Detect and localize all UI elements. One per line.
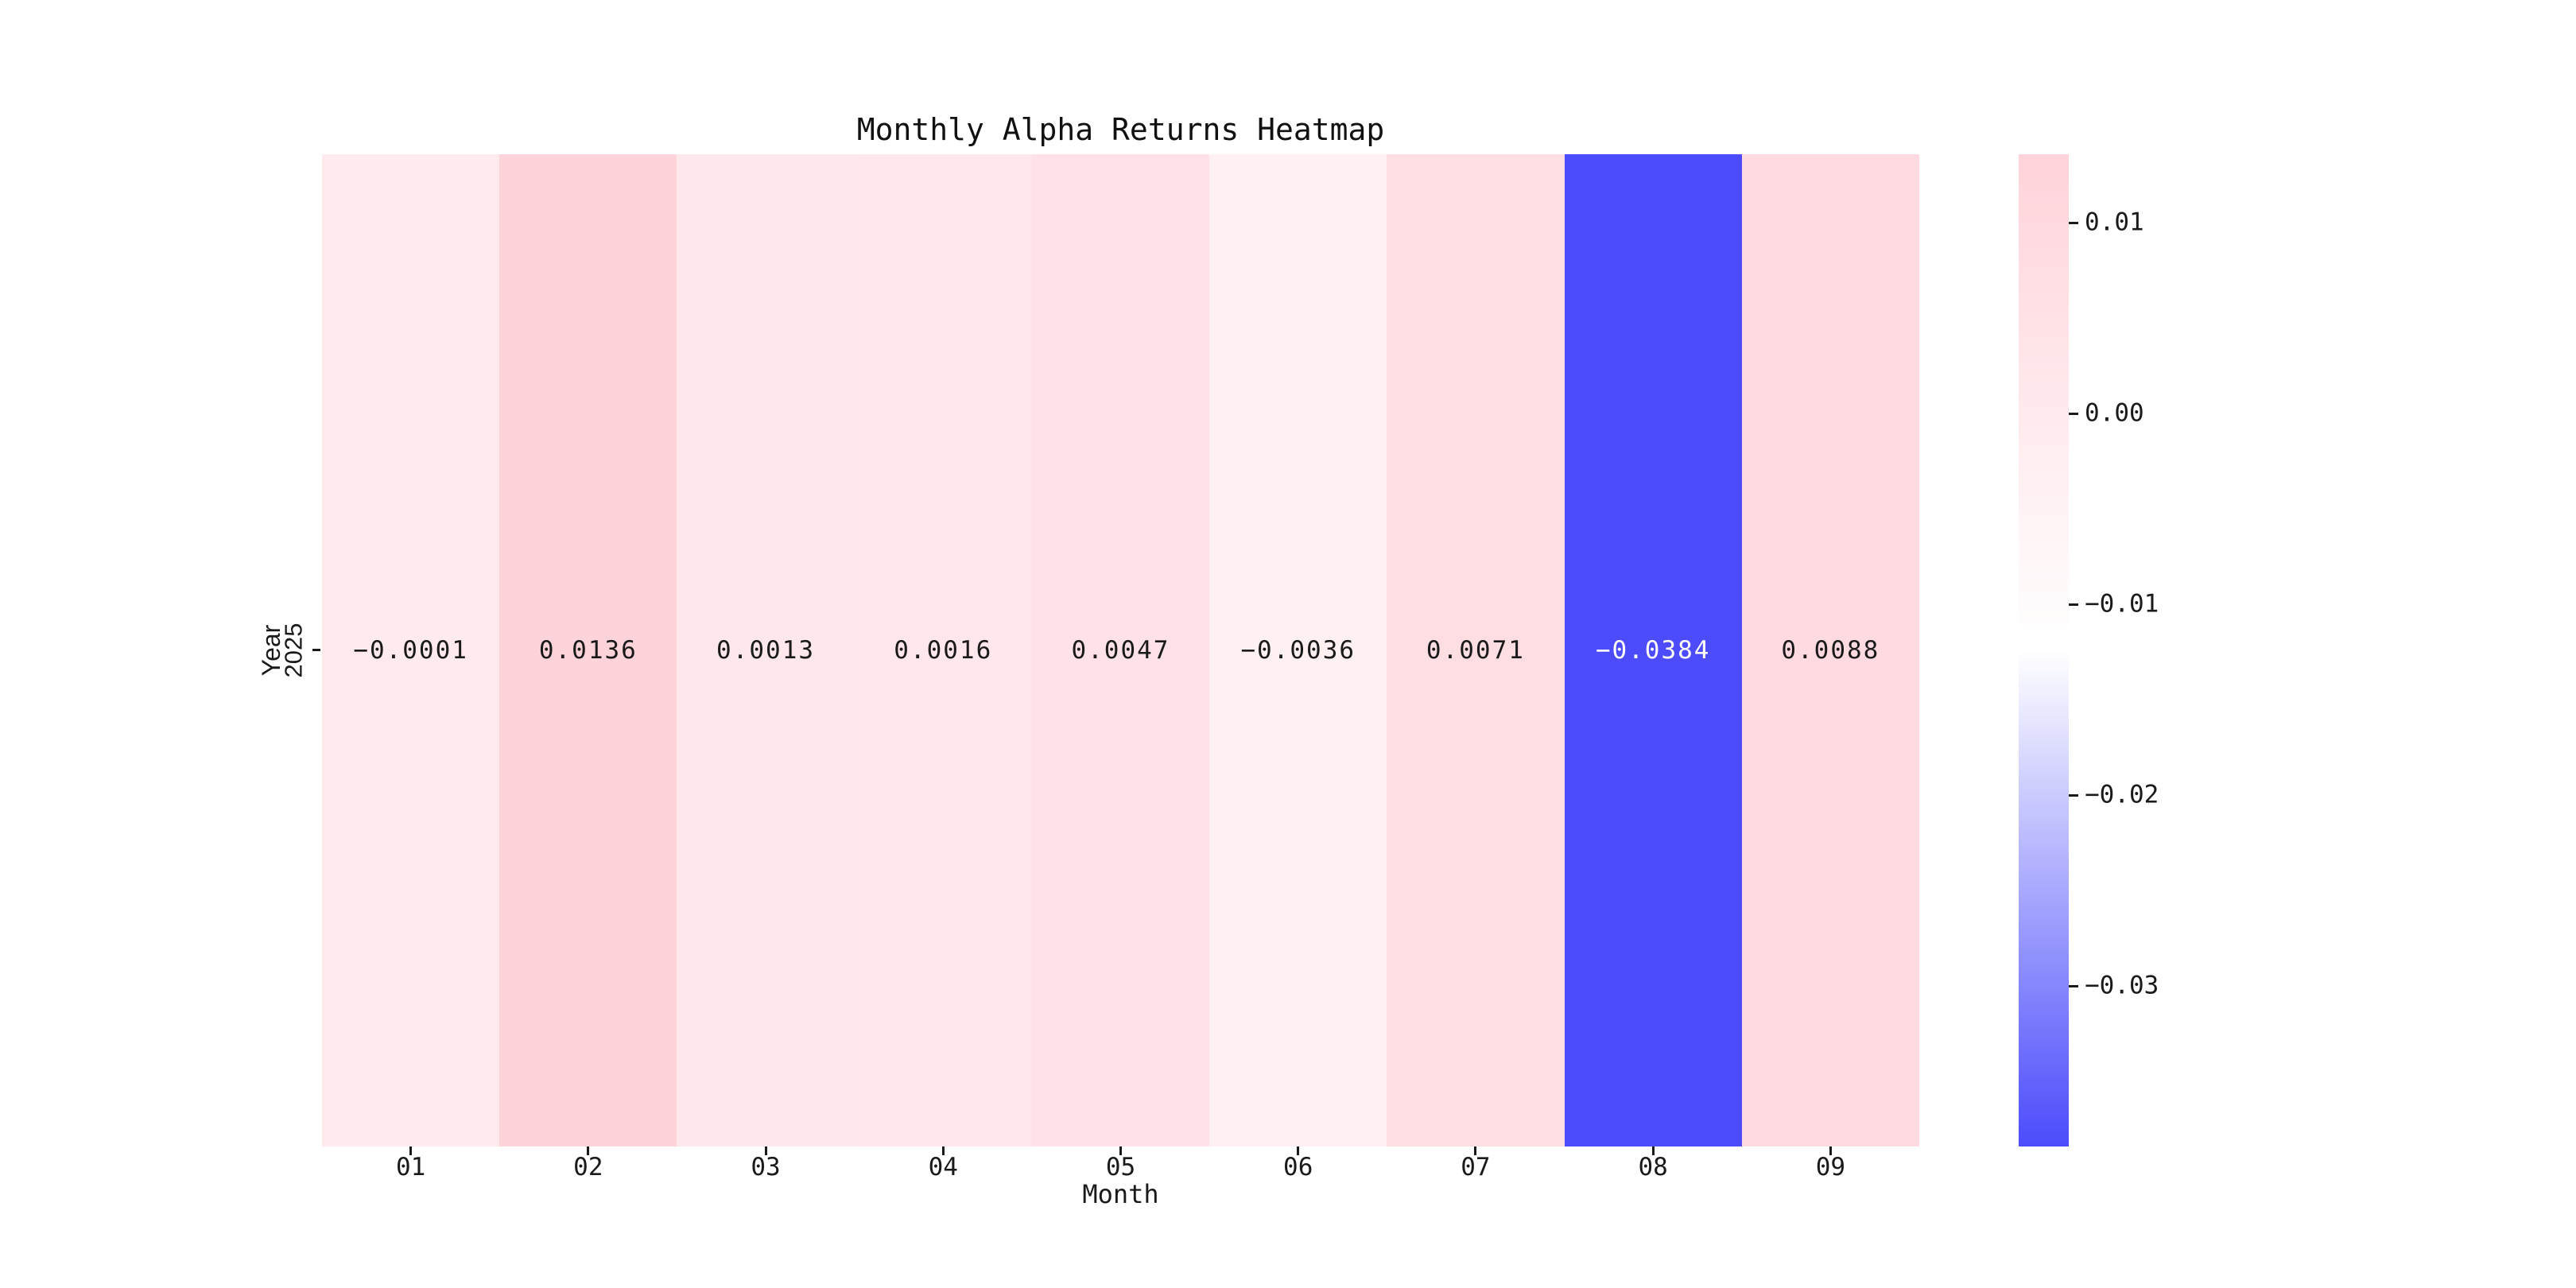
cell-value-label: −0.0001 (353, 636, 468, 665)
cell-value-label: 0.0088 (1781, 636, 1880, 665)
x-tick-label: 01 (395, 1153, 426, 1181)
colorbar-tick-label: 0.01 (2085, 208, 2144, 237)
heatmap-cell: 0.0047 (1031, 154, 1210, 1146)
heatmap-cell: 0.0016 (854, 154, 1032, 1146)
x-tick-label: 03 (751, 1153, 781, 1181)
heatmap-grid: −0.0001 0.0136 0.0013 0.0016 0.0047 −0.0036 0.… (322, 154, 1919, 1146)
x-tick-slot (1742, 1146, 1919, 1155)
x-tick-mark (587, 1146, 590, 1155)
colorbar-tick-mark (2069, 603, 2078, 606)
colorbar-tick-mark (2069, 984, 2078, 987)
heatmap-cell: 0.0071 (1387, 154, 1565, 1146)
cell-value-label: −0.0036 (1240, 636, 1356, 665)
x-tick-label: 05 (1105, 1153, 1136, 1181)
colorbar-tick-label: −0.03 (2085, 971, 2159, 1000)
colorbar-tick-mark (2069, 221, 2078, 224)
x-tick-label: 09 (1815, 1153, 1846, 1181)
heatmap-cell: 0.0088 (1741, 154, 1919, 1146)
x-tick-slot (1565, 1146, 1742, 1155)
x-tick-slot (322, 1146, 499, 1155)
y-tick-mark (312, 649, 320, 651)
x-tick-mark (409, 1146, 413, 1155)
colorbar (2019, 154, 2069, 1146)
cell-value-label: 0.0136 (538, 636, 638, 665)
chart-title: Monthly Alpha Returns Heatmap (856, 112, 1385, 147)
y-tick-label: 2025 (279, 623, 308, 678)
x-tick-mark (941, 1146, 945, 1155)
x-tick-mark (1651, 1146, 1655, 1155)
heatmap-cell: −0.0384 (1564, 154, 1742, 1146)
heatmap-cell: 0.0013 (677, 154, 855, 1146)
x-tick-label: 06 (1283, 1153, 1313, 1181)
x-tick-slot (1032, 1146, 1209, 1155)
x-tick-slot (1387, 1146, 1564, 1155)
x-tick-mark (1474, 1146, 1477, 1155)
colorbar-tick-label: −0.01 (2085, 589, 2159, 619)
heatmap-cell: 0.0136 (499, 154, 677, 1146)
cell-value-label: 0.0013 (716, 636, 816, 665)
x-tick-label: 07 (1461, 1153, 1491, 1181)
cell-value-label: 0.0047 (1071, 636, 1170, 665)
cell-value-label: −0.0384 (1595, 636, 1711, 665)
colorbar-tick-label: 0.00 (2085, 398, 2144, 428)
x-tick-slot (1209, 1146, 1387, 1155)
x-tick-label: 02 (573, 1153, 603, 1181)
heatmap-cell: −0.0036 (1209, 154, 1387, 1146)
x-tick-slot (499, 1146, 677, 1155)
x-tick-labels: 01 02 03 04 05 06 07 08 09 (322, 1155, 1919, 1180)
x-tick-mark (764, 1146, 767, 1155)
cell-value-label: 0.0016 (894, 636, 993, 665)
colorbar-tick-mark (2069, 412, 2078, 415)
x-tick-slot (677, 1146, 854, 1155)
x-tick-mark (1119, 1146, 1122, 1155)
x-axis-label: Month (1082, 1179, 1159, 1209)
x-tick-mark (1829, 1146, 1832, 1155)
x-tick-label: 08 (1638, 1153, 1668, 1181)
heatmap-cell: −0.0001 (322, 154, 500, 1146)
colorbar-ticks: 0.01 0.00 −0.01 −0.02 −0.03 (2069, 154, 2228, 1146)
x-tick-slot (855, 1146, 1032, 1155)
cell-value-label: 0.0071 (1426, 636, 1525, 665)
x-tick-label: 04 (928, 1153, 958, 1181)
x-tick-mark (1297, 1146, 1300, 1155)
colorbar-tick-label: −0.02 (2085, 780, 2159, 809)
x-tick-marks (322, 1146, 1919, 1155)
colorbar-tick-mark (2069, 793, 2078, 797)
